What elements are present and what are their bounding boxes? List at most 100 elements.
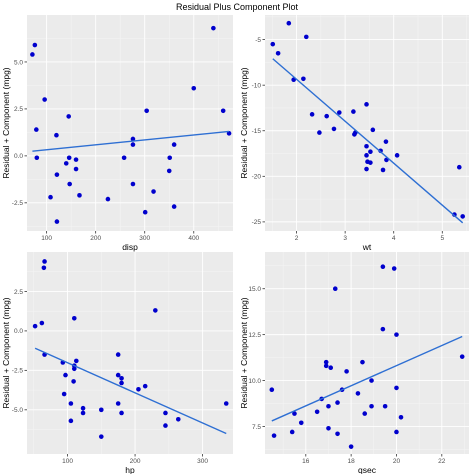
data-point <box>271 433 277 438</box>
data-point <box>270 41 276 47</box>
data-point <box>369 378 374 383</box>
x-tick-label: 4 <box>392 235 396 242</box>
fit-line <box>272 58 464 224</box>
data-point <box>369 403 374 409</box>
data-point <box>54 219 60 224</box>
data-point <box>317 130 322 135</box>
data-point <box>301 76 306 82</box>
data-point <box>98 434 104 439</box>
data-point <box>119 410 124 416</box>
data-point <box>74 358 79 364</box>
data-point <box>153 308 158 313</box>
x-tick-label: 3 <box>343 235 347 242</box>
data-point <box>323 363 329 369</box>
x-tick-label: 400 <box>188 235 199 242</box>
data-point <box>80 405 86 411</box>
data-point <box>328 365 334 370</box>
data-point <box>54 172 60 177</box>
y-tick-label: -10 <box>252 82 262 89</box>
data-point <box>115 372 121 378</box>
data-point <box>71 379 76 384</box>
data-point <box>382 403 388 409</box>
panel-2: 2 3 4 5 -25 -20 -15 -10 -5 wt Residual + Component… <box>239 15 469 252</box>
y-tick-label: -5.0 <box>12 407 24 414</box>
y-tick-label: 10.0 <box>248 378 261 385</box>
data-point <box>360 359 365 365</box>
x-tick-label: 22 <box>438 458 446 465</box>
data-point <box>368 149 373 155</box>
data-point <box>292 411 297 416</box>
data-point <box>68 418 74 424</box>
data-point <box>298 420 304 426</box>
data-point <box>42 97 47 102</box>
x-tick-label: 5 <box>440 235 444 242</box>
data-point <box>63 372 68 378</box>
x-tick-label: 200 <box>90 235 101 242</box>
data-point <box>63 161 69 166</box>
data-point <box>368 160 373 165</box>
panel-1: 100 200 300 400 -2.5 0.0 2.5 5.0 disp Residual + … <box>1 15 233 252</box>
data-point <box>380 326 386 332</box>
x-tick-label: 18 <box>348 458 356 465</box>
x-axis-title: hp <box>125 465 135 474</box>
x-tick-label: 100 <box>62 458 73 465</box>
data-point <box>456 164 462 170</box>
data-point <box>269 387 275 393</box>
y-tick-label: 2.5 <box>14 106 23 113</box>
data-point <box>66 155 72 161</box>
x-axis-title: qsec <box>358 465 377 474</box>
data-point <box>380 167 386 173</box>
data-point <box>364 143 369 149</box>
data-point <box>394 385 399 391</box>
data-point <box>166 168 172 174</box>
data-point <box>32 323 38 329</box>
data-point <box>121 155 127 161</box>
data-point <box>348 444 354 449</box>
data-point <box>163 423 168 428</box>
x-tick-label: 2 <box>295 235 299 242</box>
data-point <box>223 401 229 406</box>
data-point <box>142 209 148 215</box>
y-axis-title: Residual + Component (mpg) <box>239 67 249 178</box>
x-tick-label: 200 <box>130 458 141 465</box>
panel-3: 100 200 300 -5.0 -2.5 0.0 2.5 hp Residual + Comp… <box>1 252 233 474</box>
data-point <box>175 416 181 422</box>
data-point <box>394 153 400 158</box>
x-axis-title: wt <box>362 242 372 252</box>
panel-4: 16 18 20 22 7.5 10.0 12.5 15.0 qsec Residual + Co… <box>239 252 469 474</box>
x-tick-label: 300 <box>139 235 150 242</box>
data-point <box>119 380 124 386</box>
y-tick-label: -15 <box>252 128 262 135</box>
y-tick-label: 7.5 <box>252 424 261 431</box>
data-point <box>171 142 177 147</box>
y-tick-label: -20 <box>252 174 262 181</box>
data-point <box>220 108 226 114</box>
data-point <box>383 139 389 144</box>
data-point <box>355 391 361 396</box>
data-point <box>289 429 295 435</box>
data-point <box>286 20 292 26</box>
data-point <box>32 42 38 48</box>
y-tick-label: 12.5 <box>248 332 261 339</box>
data-point <box>335 400 340 405</box>
data-point <box>130 136 136 142</box>
data-point <box>73 157 79 162</box>
data-point <box>394 332 399 337</box>
y-tick-label: 0.0 <box>14 153 23 160</box>
figure-title: Residual Plus Component Plot <box>176 2 299 12</box>
data-point <box>66 114 71 119</box>
data-point <box>67 181 72 187</box>
data-point <box>105 196 111 202</box>
y-axis-title: Residual + Component (mpg) <box>1 67 11 178</box>
y-tick-label: -2.5 <box>12 200 24 207</box>
data-point <box>151 189 156 194</box>
panel-background <box>265 252 469 454</box>
data-point <box>337 110 342 115</box>
y-axis-title: Residual + Component (mpg) <box>239 297 249 408</box>
x-axis-title: disp <box>122 242 138 252</box>
data-point <box>351 109 356 114</box>
data-point <box>163 410 168 416</box>
data-point <box>39 320 45 326</box>
data-point <box>136 386 141 392</box>
